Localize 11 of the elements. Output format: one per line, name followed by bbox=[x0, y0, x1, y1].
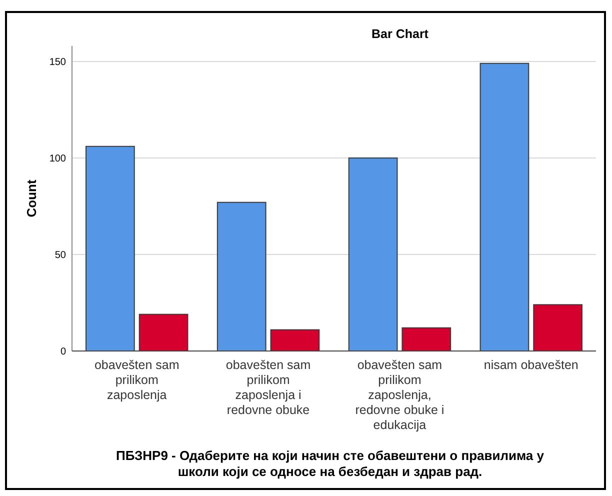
chart-title: Bar Chart bbox=[372, 27, 430, 41]
y-tick-label: 100 bbox=[49, 153, 66, 164]
y-axis-title: Count bbox=[24, 179, 39, 218]
y-tick-label: 50 bbox=[54, 250, 66, 261]
y-tick-label: 150 bbox=[49, 56, 66, 68]
x-tick-label: obavešten sam prilikom zaposlenja bbox=[94, 358, 180, 402]
x-axis-title: ПБЗНР9 - Одаберите на који начин сте обавештени о правилима у школи који се односе на безбедан и здрав рад. bbox=[116, 448, 545, 479]
x-tick-label: obavešten sam prilikom zaposlenja, redovne obuke i edukacija bbox=[355, 358, 444, 432]
x-tick-label: obavešten sam prilikom zaposlenja i redovne obuke bbox=[226, 358, 311, 417]
y-tick-label: 0 bbox=[60, 346, 66, 358]
x-tick-label: nisam obavešten bbox=[484, 358, 578, 372]
